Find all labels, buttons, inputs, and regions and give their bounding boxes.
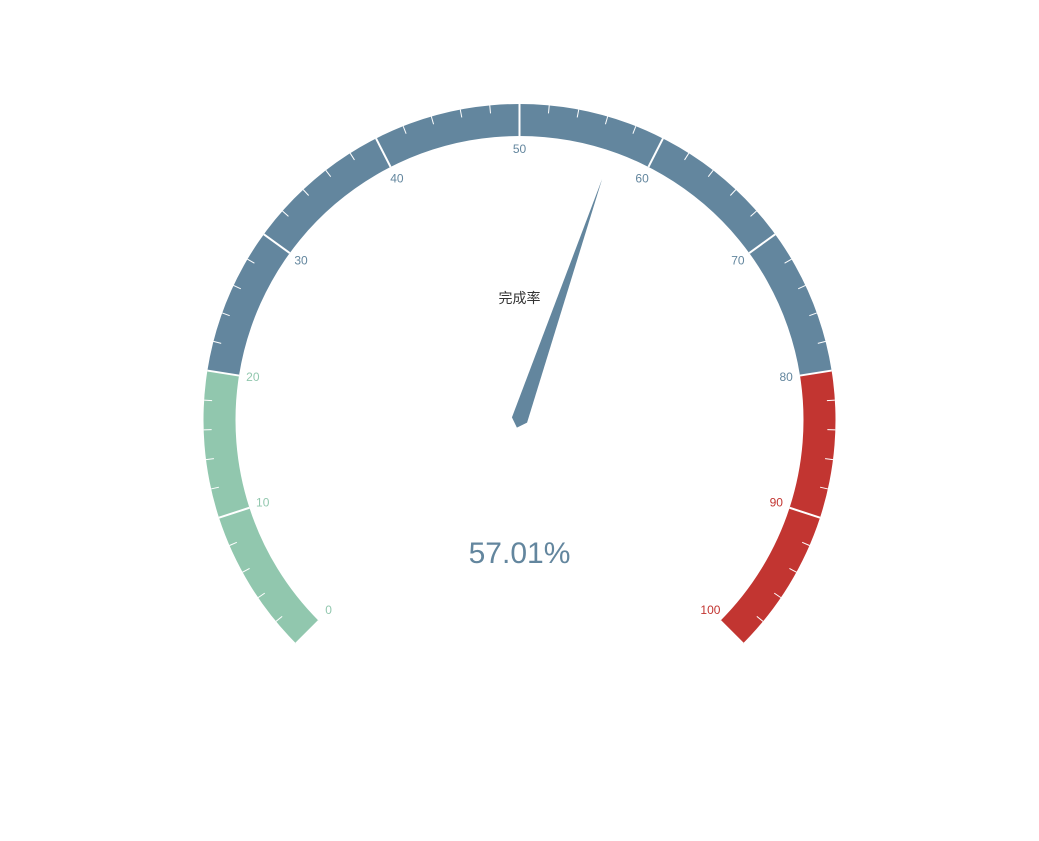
gauge-minor-tick — [809, 312, 817, 317]
gauge-split-line — [748, 233, 776, 254]
gauge-minor-tick — [576, 109, 580, 118]
gauge-minor-tick — [233, 285, 242, 290]
gauge-minor-tick — [604, 116, 609, 125]
gauge-split-line — [799, 369, 832, 377]
gauge-minor-tick — [789, 567, 797, 573]
gauge-tick-label: 90 — [770, 496, 784, 510]
gauge-minor-tick — [819, 486, 828, 490]
gauge-minor-tick — [750, 210, 757, 217]
gauge-minor-tick — [756, 615, 764, 622]
gauge-split-lines — [207, 104, 832, 645]
gauge-minor-tick — [825, 458, 834, 461]
gauge-minor-tick — [205, 458, 214, 461]
gauge-pointer — [511, 178, 603, 428]
gauge-split-line — [719, 620, 744, 645]
gauge-tick-label: 80 — [779, 370, 793, 384]
gauge-minor-tick — [402, 126, 407, 134]
gauge-tick-label: 30 — [294, 253, 308, 267]
gauge-axis-line — [203, 104, 836, 644]
gauge-minor-tick — [204, 399, 213, 402]
gauge-split-line — [375, 137, 392, 168]
gauge-tick-labels: 0 10 20 30 40 50 60 70 80 90 100 — [246, 142, 793, 617]
gauge-minor-tick — [242, 567, 250, 573]
gauge-split-line — [218, 506, 250, 519]
gauge-minor-ticks — [203, 105, 836, 622]
gauge-minor-tick — [817, 340, 826, 344]
gauge-minor-tick — [459, 109, 463, 118]
gauge-minor-tick — [801, 541, 810, 546]
gauge-band-0 — [203, 370, 319, 644]
gauge-minor-tick — [489, 105, 492, 114]
gauge-minor-tick — [797, 285, 806, 290]
gauge-split-line — [647, 137, 664, 168]
gauge-minor-tick — [229, 541, 238, 546]
gauge-tick-label: 100 — [700, 603, 720, 617]
gauge-tick-label: 50 — [513, 142, 527, 156]
gauge-minor-tick — [302, 189, 310, 196]
gauge-minor-tick — [325, 170, 332, 177]
gauge-split-line — [207, 369, 240, 377]
gauge-minor-tick — [349, 152, 355, 161]
gauge-minor-tick — [826, 399, 835, 402]
gauge-minor-tick — [430, 116, 435, 125]
gauge-minor-tick — [632, 126, 637, 134]
gauge-tick-label: 60 — [635, 172, 649, 186]
gauge-split-line — [263, 233, 291, 254]
gauge-tick-label: 20 — [246, 370, 260, 384]
gauge-value-text: 57.01% — [469, 537, 571, 570]
gauge-tick-label: 0 — [325, 603, 332, 617]
gauge-minor-tick — [773, 592, 782, 599]
gauge-minor-tick — [275, 615, 283, 622]
gauge-split-line — [789, 506, 821, 519]
gauge-minor-tick — [247, 258, 255, 264]
gauge-tick-label: 70 — [731, 253, 745, 267]
gauge-split-line — [295, 620, 320, 645]
gauge-title: 完成率 — [499, 290, 541, 307]
gauge-minor-tick — [547, 105, 550, 114]
gauge-tick-label: 10 — [256, 496, 270, 510]
gauge-minor-tick — [684, 152, 690, 161]
gauge-minor-tick — [211, 486, 220, 490]
gauge-tick-label: 40 — [390, 172, 404, 186]
gauge-minor-tick — [784, 258, 792, 264]
gauge-band-2 — [720, 370, 836, 644]
gauge-minor-tick — [729, 189, 737, 196]
gauge-minor-tick — [213, 340, 222, 344]
gauge-minor-tick — [222, 312, 230, 317]
gauge-minor-tick — [257, 592, 266, 599]
gauge-minor-tick — [707, 170, 714, 177]
gauge-minor-tick — [282, 210, 289, 217]
gauge-band-1 — [207, 104, 832, 376]
